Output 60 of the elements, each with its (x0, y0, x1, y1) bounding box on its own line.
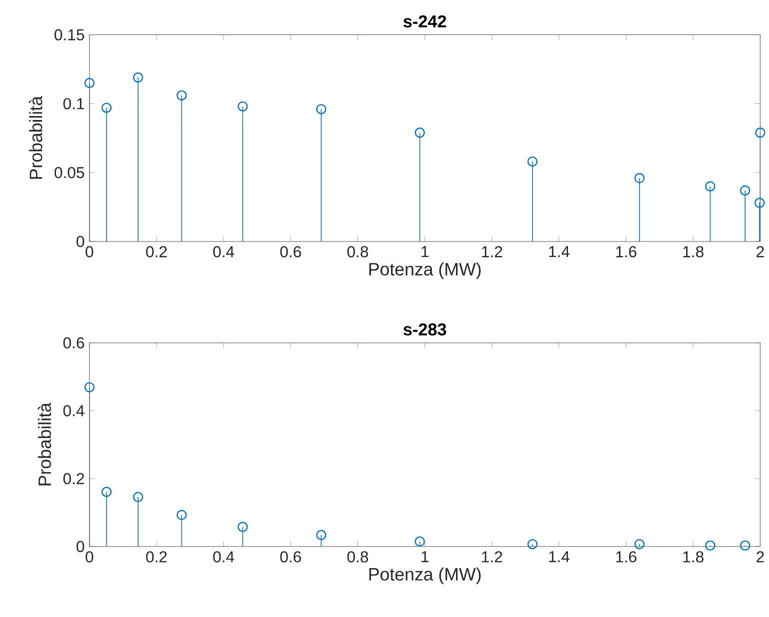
point (132, 72, 144, 83)
x-tick-label: 1.8 (683, 551, 704, 562)
x-tick-label: 1.2 (482, 246, 502, 258)
point (316, 104, 326, 114)
point (316, 530, 326, 540)
x-tick-label: 1.6 (616, 551, 636, 562)
y-tick-label: 0 (76, 540, 84, 552)
y-axis-title: Probabilità (28, 96, 42, 179)
x-tick-label: 0.2 (146, 551, 167, 562)
x-tick-label: 0.6 (280, 246, 301, 258)
point (176, 510, 187, 520)
point (527, 539, 538, 550)
point (634, 539, 645, 550)
point (634, 172, 645, 184)
point (101, 102, 112, 113)
x-tick-label: 1.2 (482, 551, 502, 562)
point (84, 382, 95, 392)
y-tick-label: 0.6 (63, 337, 84, 348)
x-tick-label: 2 (756, 246, 764, 258)
point (414, 536, 425, 546)
x-tick-label: 1 (422, 246, 428, 257)
point (238, 522, 248, 532)
point (132, 492, 144, 502)
x-tick-label: 1.4 (549, 246, 570, 257)
x-tick-label: 0.8 (347, 551, 368, 562)
point (740, 185, 750, 196)
x-tick-label: 0 (86, 551, 94, 562)
y-tick-label: 0.2 (63, 472, 84, 484)
chart-title: s-242 (403, 15, 446, 28)
x-tick-label: 1.6 (616, 246, 636, 258)
point (414, 127, 425, 138)
x-tick-label: 0.2 (146, 246, 167, 258)
x-tick-label: 0.4 (213, 246, 234, 258)
point (527, 156, 538, 167)
chart-title: s-283 (403, 323, 446, 336)
point (755, 127, 766, 138)
x-axis-title: Potenza (MW) (369, 567, 481, 584)
x-tick-label: 0.4 (213, 551, 234, 562)
y-tick-label: 0 (76, 236, 84, 248)
y-tick-label: 0.4 (63, 405, 84, 416)
point (84, 78, 95, 88)
x-tick-label: 0.8 (347, 246, 368, 258)
point (176, 90, 187, 100)
x-tick-label: 1.8 (683, 246, 704, 258)
point (101, 486, 112, 497)
x-tick-label: 2 (756, 551, 764, 562)
x-tick-label: 0.6 (280, 551, 301, 562)
point (754, 198, 765, 208)
y-tick-label: 0.1 (63, 98, 84, 110)
x-axis-title: Potenza (MW) (369, 262, 481, 279)
point (238, 101, 248, 112)
y-tick-label: 0.05 (54, 166, 84, 178)
point (740, 540, 750, 551)
y-tick-label: 0.15 (54, 29, 84, 40)
point (705, 181, 716, 192)
x-tick-label: 1.4 (549, 551, 570, 562)
x-tick-label: 0 (86, 246, 94, 258)
y-axis-title: Probabilità (38, 402, 52, 486)
point (705, 540, 716, 551)
x-tick-label: 1 (422, 551, 428, 562)
